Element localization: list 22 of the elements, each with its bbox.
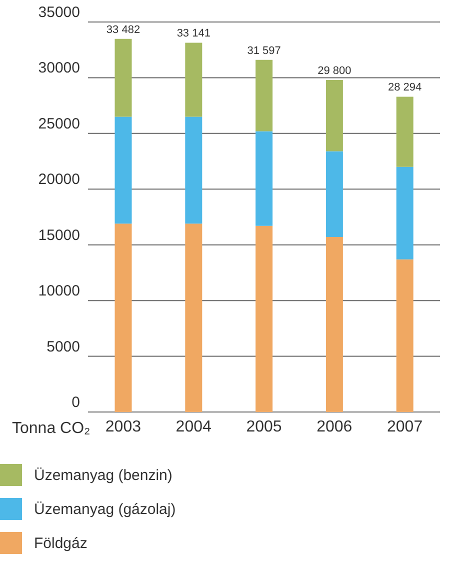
x-tick-label: 2004 bbox=[176, 418, 212, 436]
total-label: 33 482 bbox=[106, 24, 140, 36]
y-tick-label: 35000 bbox=[38, 4, 80, 21]
y-tick-label: 10000 bbox=[38, 282, 80, 300]
x-tick-label: 2007 bbox=[387, 418, 423, 436]
total-label: 28 294 bbox=[388, 82, 422, 94]
y-tick-label: 15000 bbox=[38, 226, 80, 244]
legend-label: Üzemanyag (benzin) bbox=[34, 466, 172, 484]
legend-label: Földgáz bbox=[34, 534, 88, 552]
y-tick-label: 0 bbox=[72, 394, 80, 411]
x-tick-label: 2006 bbox=[316, 418, 352, 436]
y-tick-label: 5000 bbox=[46, 338, 80, 356]
total-label: 29 800 bbox=[318, 64, 352, 77]
y-tick-label: 30000 bbox=[38, 60, 80, 77]
y-axis-title: Tonna CO₂ bbox=[12, 420, 90, 438]
x-tick-label: 2005 bbox=[246, 418, 282, 436]
total-label: 31 597 bbox=[247, 44, 281, 57]
x-tick-label: 2003 bbox=[105, 418, 142, 436]
legend-label: Üzemanyag (gázolaj) bbox=[34, 500, 176, 518]
y-tick-label: 25000 bbox=[38, 115, 80, 132]
total-label: 33 141 bbox=[176, 28, 210, 40]
y-tick-label: 20000 bbox=[38, 171, 80, 188]
